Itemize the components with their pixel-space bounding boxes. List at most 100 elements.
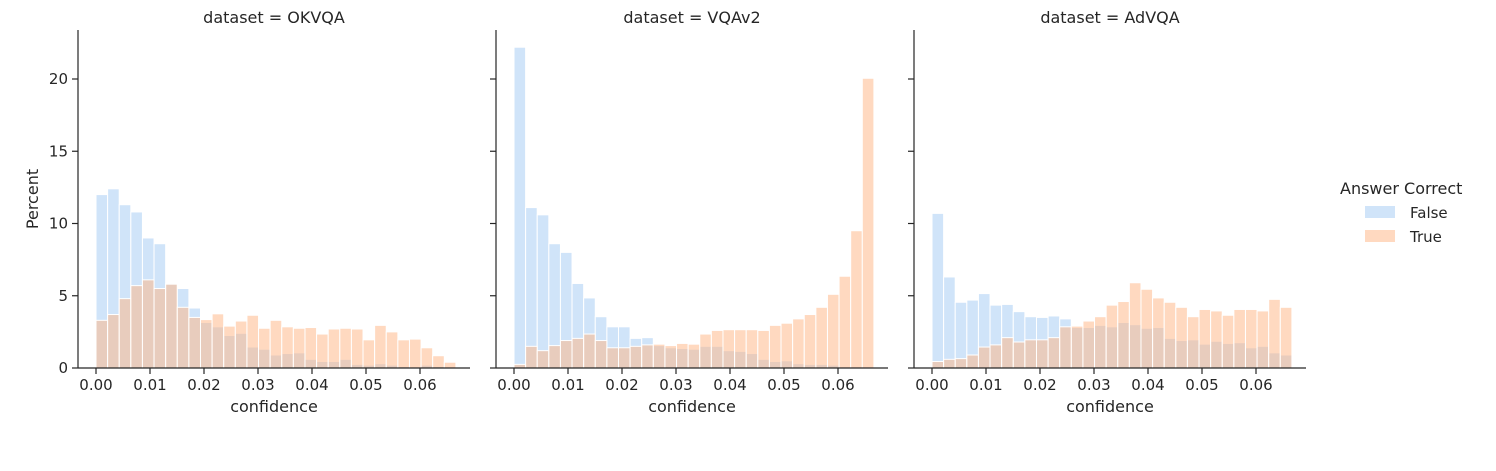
bar-true	[583, 333, 596, 369]
bar-true	[1268, 298, 1281, 369]
x-tick-label: 0.06	[821, 376, 854, 394]
bar-true	[826, 293, 840, 369]
bar-true	[141, 279, 155, 369]
bar-true	[1256, 310, 1270, 369]
x-tick-label: 0.01	[969, 376, 1002, 394]
x-tick-label: 0.05	[349, 376, 382, 394]
legend-title: Answer Correct	[1340, 179, 1462, 198]
bar-true	[780, 322, 794, 369]
bar-true	[292, 327, 306, 369]
x-axis-label: confidence	[648, 397, 736, 416]
bar-true	[606, 347, 619, 369]
bar-true	[339, 327, 352, 369]
x-tick-label: 0.03	[1077, 376, 1110, 394]
bar-true	[211, 313, 225, 369]
bar-true	[652, 343, 666, 369]
bar-true	[722, 329, 736, 369]
bar-true	[1221, 314, 1235, 369]
panel-title: dataset = VQAv2	[623, 8, 760, 27]
bar-true	[838, 275, 852, 369]
bar-true	[130, 285, 143, 369]
bar-true	[1175, 306, 1188, 369]
x-tick-label: 0.05	[767, 376, 800, 394]
bar-true	[1082, 320, 1096, 369]
legend-label-false: False	[1410, 204, 1448, 222]
bar-true	[850, 230, 863, 369]
bar-true	[617, 347, 631, 369]
x-tick-label: 0.03	[241, 376, 274, 394]
bar-true	[943, 358, 956, 369]
x-tick-label: 0.01	[551, 376, 584, 394]
bar-true	[1233, 308, 1246, 369]
bar-true	[176, 306, 190, 369]
bar-true	[792, 318, 805, 369]
bar-true	[548, 345, 561, 369]
bar-true	[954, 358, 968, 369]
bar-true	[734, 329, 747, 369]
x-tick-label: 0.00	[79, 376, 112, 394]
legend: Answer Correct False True	[1340, 179, 1462, 246]
legend-swatch-false	[1365, 206, 1395, 218]
bar-true	[525, 345, 538, 369]
bar-true	[699, 333, 712, 369]
x-tick-label: 0.00	[497, 376, 530, 394]
bar-true	[246, 314, 260, 369]
bar-true	[1244, 308, 1258, 369]
bar-false	[513, 46, 527, 369]
bar-true	[1152, 297, 1165, 369]
bar-true	[1094, 316, 1107, 369]
bar-true	[1279, 306, 1293, 369]
bar-true	[362, 339, 376, 369]
bar-true	[768, 324, 782, 369]
x-axis-label: confidence	[230, 397, 318, 416]
bar-true	[316, 333, 329, 369]
bar-true	[629, 345, 643, 369]
bar-true	[803, 314, 817, 369]
bar-true	[966, 354, 979, 369]
y-tick-label: 10	[49, 215, 68, 233]
x-tick-label: 0.06	[1239, 376, 1272, 394]
x-tick-label: 0.04	[713, 376, 746, 394]
x-tick-label: 0.02	[605, 376, 638, 394]
bar-true	[1198, 308, 1212, 369]
bar-false	[943, 276, 956, 369]
bar-true	[385, 331, 399, 369]
bar-true	[1070, 325, 1084, 369]
bar-true	[443, 361, 457, 369]
x-tick-label: 0.06	[403, 376, 436, 394]
bar-true	[107, 314, 120, 369]
x-tick-label: 0.00	[915, 376, 948, 394]
bar-true	[687, 343, 701, 369]
bar-true	[1140, 288, 1154, 369]
bar-true	[861, 77, 875, 369]
bar-true	[1210, 310, 1223, 369]
panel-2: 0.00 0.01 0.02 0.03 0.04 0.05 0.06 confidence da…	[908, 8, 1306, 416]
bar-true	[664, 345, 678, 369]
bar-true	[1024, 339, 1037, 369]
bar-true	[1186, 316, 1200, 369]
bar-true	[95, 319, 109, 369]
bar-false	[536, 214, 550, 369]
bar-true	[571, 337, 585, 369]
x-tick-label: 0.04	[295, 376, 328, 394]
x-tick-label: 0.03	[659, 376, 692, 394]
bar-true	[594, 340, 608, 369]
bar-true	[1012, 341, 1026, 369]
bar-true	[188, 316, 201, 369]
bar-true	[199, 319, 213, 369]
bar-true	[408, 338, 422, 369]
y-tick-label: 5	[58, 287, 68, 305]
bar-true	[1105, 304, 1119, 369]
bar-true	[350, 328, 364, 369]
bar-true	[1117, 301, 1130, 369]
bar-true	[1163, 301, 1177, 369]
bar-true	[977, 346, 991, 369]
bar-true	[165, 283, 178, 369]
bar-true	[931, 360, 945, 369]
bar-true	[118, 298, 132, 369]
bar-true	[1047, 337, 1061, 369]
bar-true	[710, 329, 724, 369]
x-tick-label: 0.02	[187, 376, 220, 394]
panel-title: dataset = AdVQA	[1040, 8, 1179, 27]
